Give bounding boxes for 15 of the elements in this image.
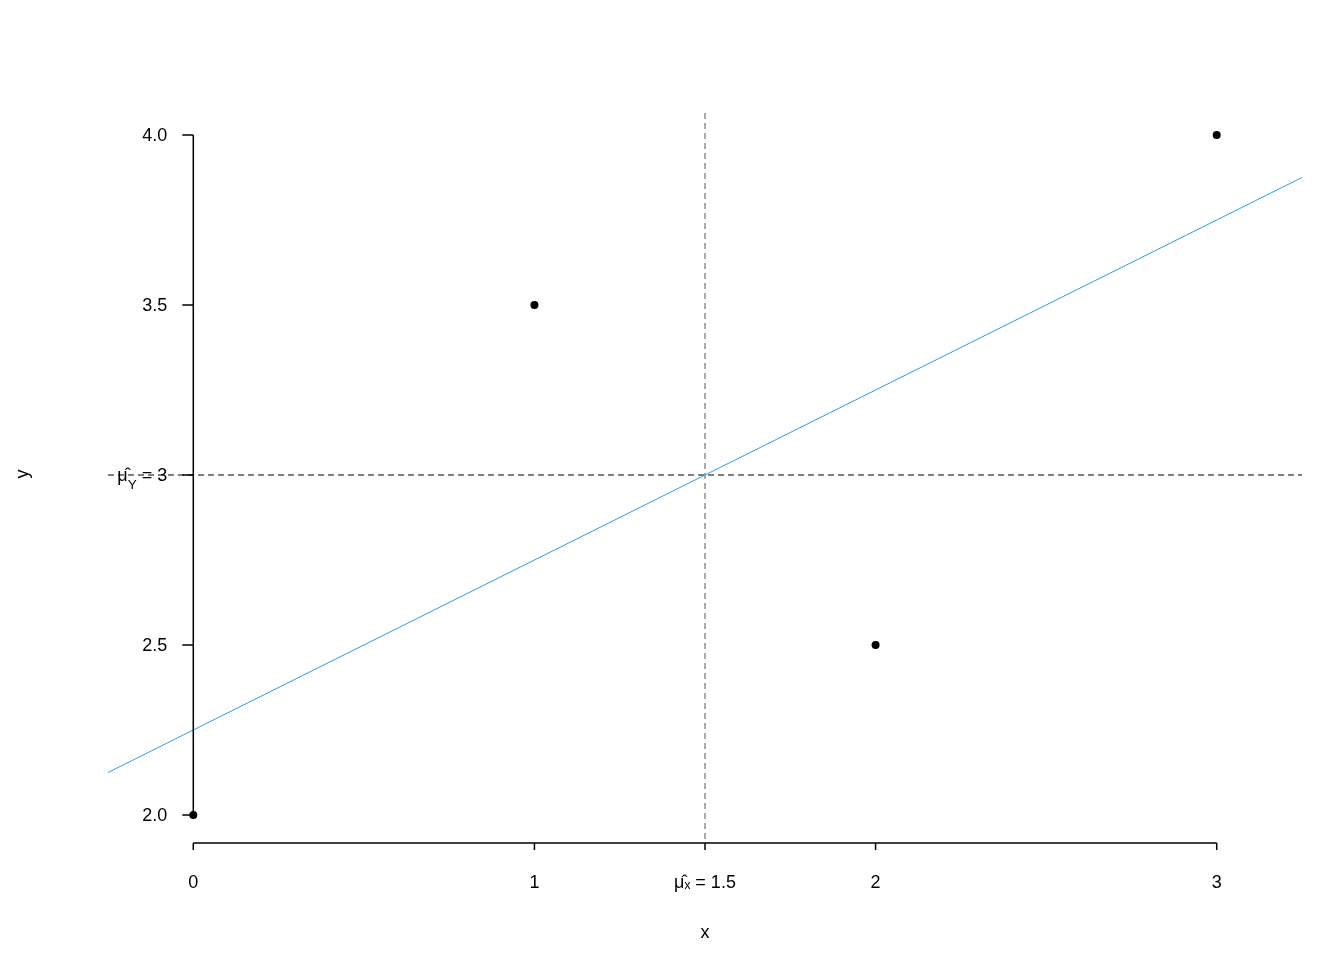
point <box>1212 131 1221 139</box>
x-tick-label: 3 <box>1211 872 1222 892</box>
x-tick-label: 1 <box>529 872 540 892</box>
y-tick-label: 2.5 <box>142 635 168 655</box>
y-tick-label: μ̂$_{Y}$ = 3 <box>117 465 168 492</box>
point <box>871 641 880 649</box>
y-tick-label: 4.0 <box>142 125 168 145</box>
point <box>530 301 539 309</box>
y-tick-label: 3.5 <box>142 295 168 315</box>
x-axis-title: x <box>700 922 710 942</box>
y-tick-label: 2.0 <box>142 805 168 825</box>
x-tick-label: μ̂ₓ = 1.5 <box>674 872 736 892</box>
x-tick-label: 2 <box>870 872 881 892</box>
y-axis-title: y <box>12 469 32 479</box>
x-tick-label: 0 <box>188 872 199 892</box>
